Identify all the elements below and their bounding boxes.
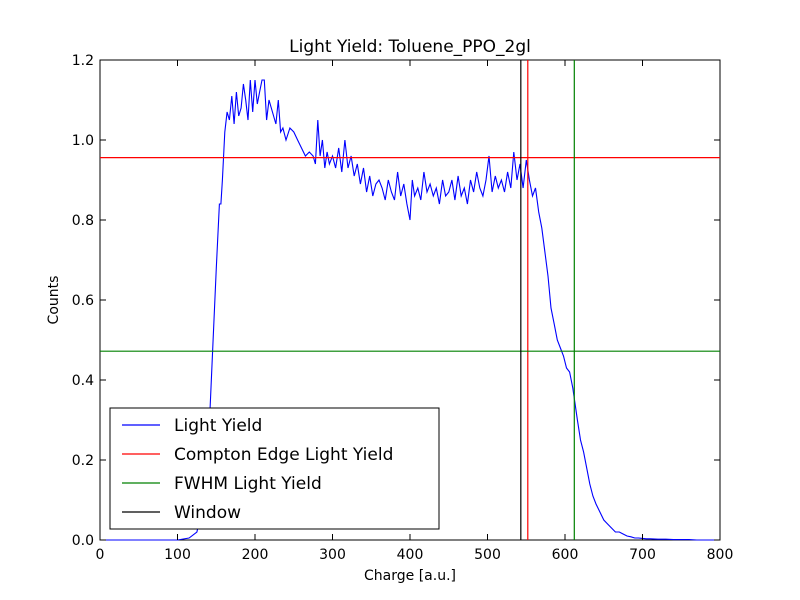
chart-marks xyxy=(100,60,720,541)
series-0-line xyxy=(100,79,720,541)
x-tick-label: 200 xyxy=(242,547,269,563)
axis-ticks: 0 100 200 300 400 500 600 700 800 0.0 0.2 0.4 0.6 0.8… xyxy=(72,53,734,563)
y-tick-label: 0.6 xyxy=(72,293,94,309)
y-tick-label: 0.2 xyxy=(72,453,94,469)
legend-entry-label: FWHM Light Yield xyxy=(174,474,322,494)
legend-entry-label: Compton Edge Light Yield xyxy=(174,445,393,465)
x-tick-label: 100 xyxy=(164,547,191,563)
y-axis-label: Counts xyxy=(46,276,62,325)
legend-entry-label: Window xyxy=(174,503,241,523)
x-tick-label: 700 xyxy=(629,547,656,563)
x-tick-label: 300 xyxy=(319,547,346,563)
y-tick-label: 1.0 xyxy=(72,133,94,149)
y-tick-label: 0.4 xyxy=(72,373,94,389)
x-tick-label: 600 xyxy=(552,547,579,563)
y-tick-label: 0.0 xyxy=(72,533,94,549)
legend-box xyxy=(109,407,440,530)
x-axis-label: Charge [a.u.] xyxy=(364,568,456,584)
y-tick-label: 0.8 xyxy=(72,213,94,229)
chart-title: Light Yield: Toluene_PPO_2gl xyxy=(289,37,531,57)
legend: Light Yield Compton Edge Light Yield FWHM … xyxy=(109,407,440,530)
x-tick-label: 500 xyxy=(474,547,501,563)
plot-area: 0 100 200 300 400 500 600 700 800 0.0 0.2 0.4 0.6 0.8… xyxy=(72,53,734,563)
x-tick-label: 400 xyxy=(397,547,424,563)
legend-entry-label: Light Yield xyxy=(174,416,262,436)
x-tick-label: 0 xyxy=(96,547,105,563)
y-tick-label: 1.2 xyxy=(72,53,94,69)
x-tick-label: 800 xyxy=(707,547,734,563)
